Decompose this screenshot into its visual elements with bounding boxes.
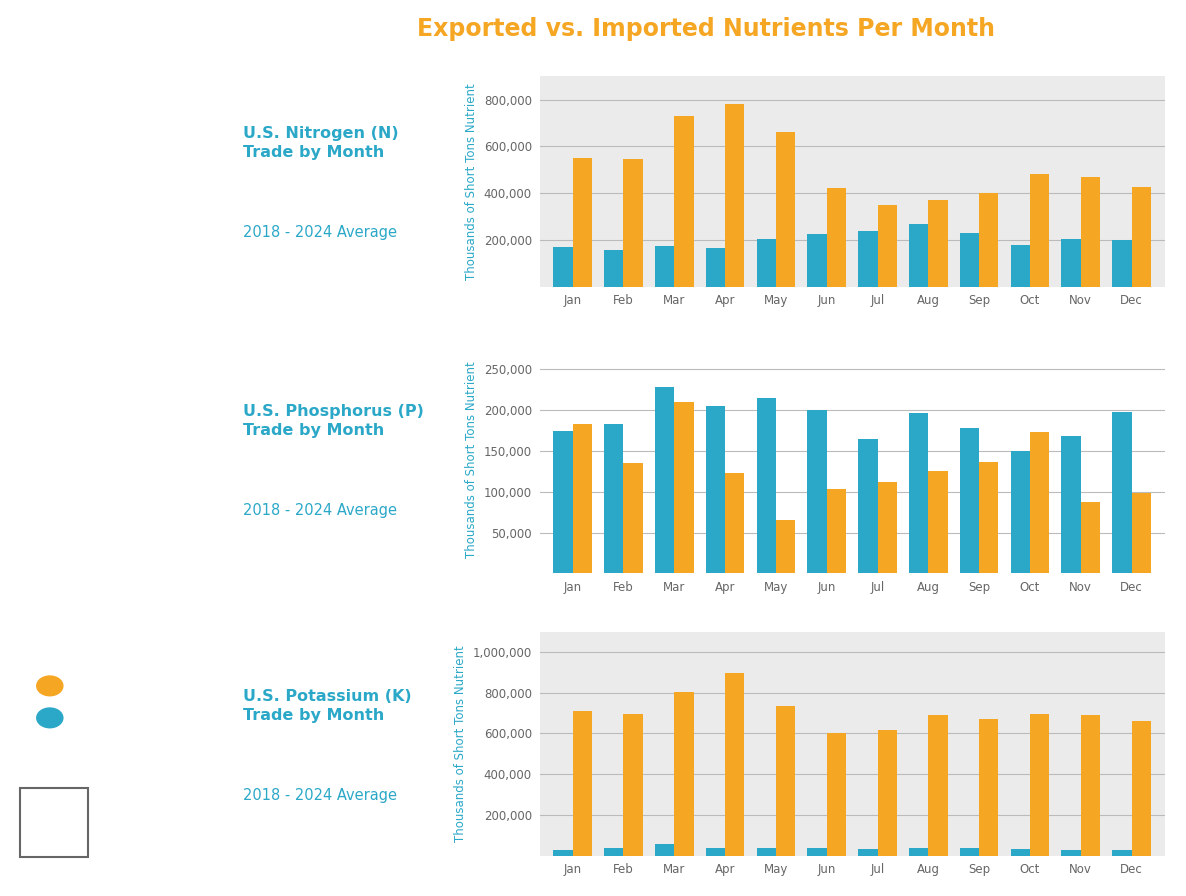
Bar bbox=[959, 848, 980, 856]
Bar bbox=[1061, 849, 1080, 856]
Bar bbox=[573, 158, 592, 287]
Bar bbox=[757, 238, 776, 287]
Bar bbox=[675, 116, 694, 287]
Bar bbox=[827, 489, 846, 573]
Bar bbox=[624, 159, 643, 287]
Bar bbox=[573, 711, 592, 856]
Y-axis label: Thousands of Short Tons Nutrient: Thousands of Short Tons Nutrient bbox=[465, 83, 478, 280]
Bar bbox=[878, 205, 897, 287]
Text: U.S. Nitrogen (N)
Trade by Month: U.S. Nitrogen (N) Trade by Month bbox=[243, 126, 398, 160]
Bar bbox=[706, 406, 725, 573]
Bar bbox=[573, 424, 592, 573]
Text: FERTILIZER: FERTILIZER bbox=[96, 817, 148, 827]
Text: 2018 - 2024 Average: 2018 - 2024 Average bbox=[243, 226, 397, 240]
Bar bbox=[655, 246, 675, 287]
Bar bbox=[604, 251, 624, 287]
Bar bbox=[675, 402, 694, 573]
Bar bbox=[980, 462, 999, 573]
Text: U.S. Potassium (K)
Trade by Month: U.S. Potassium (K) Trade by Month bbox=[243, 688, 412, 723]
Bar bbox=[604, 424, 624, 573]
Bar bbox=[980, 719, 999, 856]
Bar bbox=[1112, 850, 1131, 856]
FancyBboxPatch shape bbox=[26, 799, 51, 845]
Bar bbox=[725, 104, 745, 287]
FancyBboxPatch shape bbox=[21, 792, 57, 852]
Bar bbox=[827, 733, 846, 856]
Bar bbox=[554, 431, 573, 573]
Text: 2018 - 2024 Average: 2018 - 2024 Average bbox=[243, 788, 397, 803]
Bar bbox=[675, 692, 694, 856]
Bar bbox=[827, 188, 846, 287]
Wedge shape bbox=[147, 582, 225, 896]
Y-axis label: Thousands of Short Tons Nutrient: Thousands of Short Tons Nutrient bbox=[465, 361, 478, 557]
Bar bbox=[757, 398, 776, 573]
Bar bbox=[908, 848, 929, 856]
Text: Imports: Imports bbox=[71, 711, 119, 724]
Bar bbox=[878, 482, 897, 573]
Bar bbox=[959, 428, 980, 573]
Bar bbox=[1131, 721, 1150, 856]
Bar bbox=[624, 463, 643, 573]
Text: Exports: Exports bbox=[71, 679, 119, 693]
Text: Fertilizer is
a globally
traded
commodity: Fertilizer is a globally traded commodit… bbox=[21, 401, 154, 495]
Bar bbox=[1029, 175, 1050, 287]
Bar bbox=[808, 848, 827, 856]
Bar bbox=[1010, 245, 1029, 287]
Bar bbox=[1061, 436, 1080, 573]
Bar bbox=[1131, 494, 1150, 573]
Bar bbox=[655, 387, 675, 573]
Text: where the U.S. tax code
and policies of
governments around the
world can impact
: where the U.S. tax code and policies of … bbox=[21, 560, 155, 641]
Bar bbox=[1112, 240, 1131, 287]
Bar bbox=[776, 706, 796, 856]
Bar bbox=[1080, 715, 1101, 856]
Bar bbox=[706, 248, 725, 287]
Bar bbox=[929, 715, 948, 856]
Bar bbox=[908, 413, 929, 573]
Text: Exported vs. Imported Nutrients Per Month: Exported vs. Imported Nutrients Per Mont… bbox=[416, 17, 995, 40]
Bar bbox=[808, 234, 827, 287]
Bar bbox=[624, 713, 643, 856]
Bar bbox=[725, 473, 745, 573]
Bar bbox=[878, 730, 897, 856]
Bar bbox=[1112, 412, 1131, 573]
Bar bbox=[776, 521, 796, 573]
Text: U.S. Phosphorus (P)
Trade by Month: U.S. Phosphorus (P) Trade by Month bbox=[243, 404, 425, 438]
Bar bbox=[725, 674, 745, 856]
Bar bbox=[959, 233, 980, 287]
Wedge shape bbox=[147, 0, 225, 314]
Bar bbox=[859, 439, 878, 573]
Bar bbox=[1080, 177, 1101, 287]
Bar bbox=[1029, 432, 1050, 573]
Bar bbox=[859, 230, 878, 287]
Bar bbox=[1029, 713, 1050, 856]
Bar bbox=[908, 223, 929, 287]
Bar bbox=[554, 849, 573, 856]
Bar bbox=[1010, 451, 1029, 573]
Bar bbox=[604, 848, 624, 856]
Bar bbox=[1131, 187, 1150, 287]
Bar bbox=[808, 410, 827, 573]
Bar bbox=[980, 194, 999, 287]
Bar bbox=[929, 471, 948, 573]
Bar bbox=[757, 848, 776, 856]
Bar bbox=[655, 844, 675, 856]
Bar bbox=[859, 849, 878, 856]
Text: 2018 - 2024 Average: 2018 - 2024 Average bbox=[243, 504, 397, 518]
Bar bbox=[776, 133, 796, 287]
Text: THE: THE bbox=[96, 800, 117, 810]
Bar bbox=[1010, 849, 1029, 856]
Bar bbox=[554, 247, 573, 287]
Y-axis label: Thousands of Short Tons Nutrient: Thousands of Short Tons Nutrient bbox=[454, 645, 467, 842]
Bar bbox=[1080, 502, 1101, 573]
Bar bbox=[706, 848, 725, 856]
Text: INSTITUTE: INSTITUTE bbox=[96, 833, 145, 842]
Bar bbox=[1061, 238, 1080, 287]
Bar bbox=[929, 200, 948, 287]
